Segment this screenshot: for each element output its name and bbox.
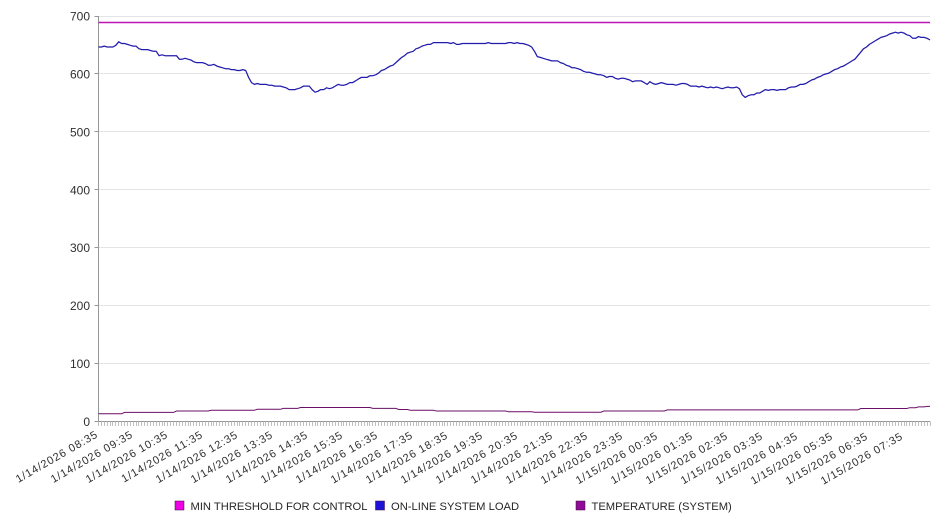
svg-text:TEMPERATURE (SYSTEM): TEMPERATURE (SYSTEM) [592, 501, 733, 513]
svg-text:MIN THRESHOLD FOR CONTROL: MIN THRESHOLD FOR CONTROL [191, 501, 368, 513]
svg-text:500: 500 [70, 125, 90, 139]
svg-text:100: 100 [70, 357, 90, 371]
svg-text:600: 600 [70, 67, 90, 81]
svg-text:400: 400 [70, 183, 90, 197]
svg-text:700: 700 [70, 10, 90, 24]
svg-text:200: 200 [70, 299, 90, 313]
svg-text:300: 300 [70, 241, 90, 255]
svg-text:0: 0 [83, 415, 90, 429]
svg-text:ON-LINE SYSTEM LOAD: ON-LINE SYSTEM LOAD [391, 501, 519, 513]
